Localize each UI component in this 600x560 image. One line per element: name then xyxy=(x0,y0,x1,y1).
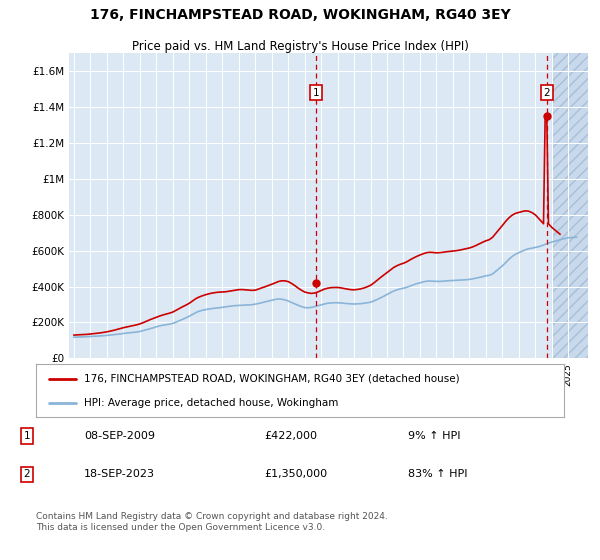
Text: 08-SEP-2009: 08-SEP-2009 xyxy=(84,431,155,441)
Text: 1: 1 xyxy=(23,431,31,441)
Bar xyxy=(552,53,593,358)
Text: 83% ↑ HPI: 83% ↑ HPI xyxy=(408,469,467,479)
Text: £1,350,000: £1,350,000 xyxy=(264,469,327,479)
Text: 2: 2 xyxy=(23,469,31,479)
Text: 2: 2 xyxy=(544,88,550,97)
Text: 9% ↑ HPI: 9% ↑ HPI xyxy=(408,431,461,441)
Text: £422,000: £422,000 xyxy=(264,431,317,441)
Bar xyxy=(552,53,593,358)
Text: Price paid vs. HM Land Registry's House Price Index (HPI): Price paid vs. HM Land Registry's House … xyxy=(131,40,469,53)
Text: Contains HM Land Registry data © Crown copyright and database right 2024.
This d: Contains HM Land Registry data © Crown c… xyxy=(36,512,388,532)
Text: HPI: Average price, detached house, Wokingham: HPI: Average price, detached house, Woki… xyxy=(83,398,338,408)
Text: 176, FINCHAMPSTEAD ROAD, WOKINGHAM, RG40 3EY (detached house): 176, FINCHAMPSTEAD ROAD, WOKINGHAM, RG40… xyxy=(83,374,459,384)
Text: 1: 1 xyxy=(313,88,319,97)
Text: 176, FINCHAMPSTEAD ROAD, WOKINGHAM, RG40 3EY: 176, FINCHAMPSTEAD ROAD, WOKINGHAM, RG40… xyxy=(89,8,511,22)
Text: 18-SEP-2023: 18-SEP-2023 xyxy=(84,469,155,479)
